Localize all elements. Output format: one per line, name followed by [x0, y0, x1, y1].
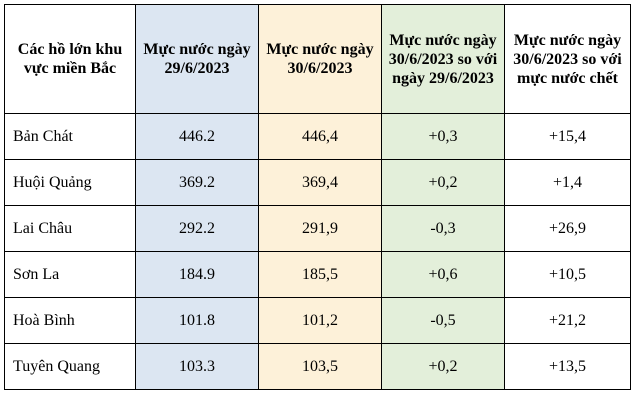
cell: +0,3 — [381, 113, 505, 160]
cell: +13,5 — [504, 343, 631, 390]
cell: 103.3 — [135, 343, 259, 390]
table-row: Hoà Bình 101.8 101,2 -0,5 +21,2 — [4, 297, 631, 344]
cell: +1,4 — [504, 159, 631, 206]
table-row: Huội Quảng 369.2 369,4 +0,2 +1,4 — [4, 159, 631, 206]
cell: 292.2 — [135, 205, 259, 252]
cell: 369.2 — [135, 159, 259, 206]
header-cell: Mực nước ngày 30/6/2023 so với ngày 29/6… — [381, 4, 505, 114]
cell: +26,9 — [504, 205, 631, 252]
cell: 446,4 — [258, 113, 382, 160]
cell: -0,5 — [381, 297, 505, 344]
table-row: Sơn La 184.9 185,5 +0,6 +10,5 — [4, 251, 631, 298]
cell: 291,9 — [258, 205, 382, 252]
cell: 184.9 — [135, 251, 259, 298]
cell: 103,5 — [258, 343, 382, 390]
header-cell: Mực nước ngày 30/6/2023 — [258, 4, 382, 114]
table-row: Bản Chát 446.2 446,4 +0,3 +15,4 — [4, 113, 631, 160]
header-cell: Các hồ lớn khu vực miền Bắc — [4, 4, 136, 114]
cell: 446.2 — [135, 113, 259, 160]
cell: +21,2 — [504, 297, 631, 344]
cell: -0,3 — [381, 205, 505, 252]
cell: 101,2 — [258, 297, 382, 344]
cell: +0,2 — [381, 343, 505, 390]
cell: 185,5 — [258, 251, 382, 298]
reservoir-name: Huội Quảng — [4, 159, 136, 206]
reservoir-name: Tuyên Quang — [4, 343, 136, 390]
water-level-table: Các hồ lớn khu vực miền Bắc Mực nước ngày… — [4, 4, 631, 390]
reservoir-name: Bản Chát — [4, 113, 136, 160]
header-cell: Mực nước ngày 30/6/2023 so với mực nước … — [504, 4, 631, 114]
cell: +15,4 — [504, 113, 631, 160]
cell: 101.8 — [135, 297, 259, 344]
reservoir-name: Sơn La — [4, 251, 136, 298]
cell: +0,2 — [381, 159, 505, 206]
table-body: Bản Chát 446.2 446,4 +0,3 +15,4 Huội Quảng 369… — [4, 113, 631, 390]
cell: 369,4 — [258, 159, 382, 206]
header-row: Các hồ lớn khu vực miền Bắc Mực nước ngày… — [4, 4, 631, 114]
cell: +0,6 — [381, 251, 505, 298]
cell: +10,5 — [504, 251, 631, 298]
table-row: Lai Châu 292.2 291,9 -0,3 +26,9 — [4, 205, 631, 252]
reservoir-name: Hoà Bình — [4, 297, 136, 344]
header-cell: Mực nước ngày 29/6/2023 — [135, 4, 259, 114]
reservoir-name: Lai Châu — [4, 205, 136, 252]
table-row: Tuyên Quang 103.3 103,5 +0,2 +13,5 — [4, 343, 631, 390]
